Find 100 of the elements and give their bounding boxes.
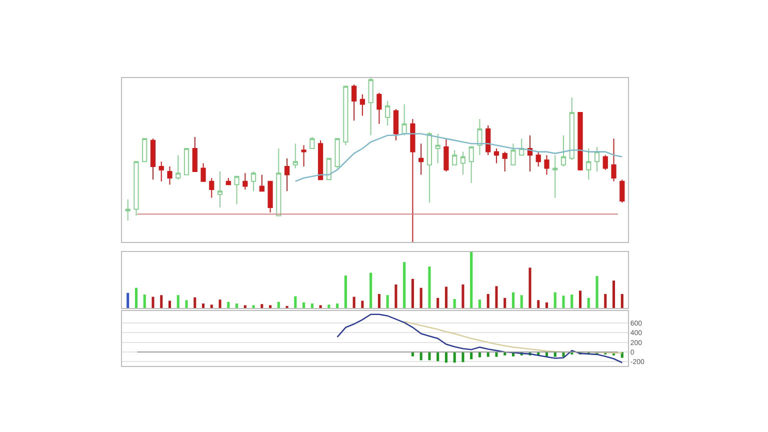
candlestick — [276, 148, 282, 216]
bar — [612, 280, 616, 308]
candlestick — [200, 162, 206, 182]
candlestick — [602, 154, 608, 170]
candlestick — [242, 172, 248, 190]
bar — [386, 295, 389, 308]
candlestick — [494, 148, 500, 164]
line-series — [336, 314, 623, 364]
candlestick — [510, 143, 516, 166]
bar — [478, 300, 481, 308]
bar — [403, 262, 406, 308]
candlestick — [418, 143, 424, 176]
candlestick — [167, 166, 172, 186]
bar — [143, 294, 146, 308]
bar — [277, 302, 280, 308]
candlestick — [250, 170, 256, 192]
bar — [328, 304, 330, 308]
bar — [411, 278, 414, 308]
bar — [520, 295, 523, 308]
bar — [562, 296, 565, 308]
candlestick — [468, 146, 474, 184]
candlestick — [292, 143, 298, 169]
bar — [394, 284, 398, 308]
bar — [236, 304, 238, 308]
candlestick — [385, 100, 390, 126]
bar — [444, 286, 448, 308]
candlestick — [435, 133, 440, 164]
candlestick — [192, 136, 198, 172]
candlestick — [352, 84, 357, 122]
bar — [260, 304, 264, 308]
bar — [453, 299, 456, 308]
candlestick — [376, 92, 382, 124]
candlestick — [560, 134, 566, 168]
bar — [126, 292, 130, 308]
bar — [302, 302, 306, 308]
candlestick — [142, 138, 148, 162]
candlestick — [502, 151, 508, 172]
bar — [470, 252, 473, 308]
candlestick — [519, 138, 524, 156]
candlestick — [393, 108, 398, 141]
candlestick — [402, 104, 407, 136]
candlestick — [460, 151, 466, 176]
bar — [202, 304, 205, 308]
bar — [310, 304, 314, 308]
candlestick — [368, 78, 374, 136]
bar — [134, 288, 138, 308]
bar — [554, 292, 556, 308]
candlestick — [444, 138, 449, 172]
bar — [218, 300, 222, 308]
candlestick — [410, 118, 416, 242]
candlestick — [217, 170, 223, 208]
candlestick — [544, 154, 550, 176]
candlestick — [569, 97, 574, 160]
bar — [176, 295, 180, 308]
candlestick — [134, 161, 139, 216]
candlestick — [552, 154, 558, 198]
candlestick — [527, 134, 533, 172]
bar — [512, 292, 514, 308]
bar — [495, 286, 498, 308]
candlestick — [594, 146, 600, 172]
bar — [336, 304, 339, 308]
candlestick — [360, 94, 365, 116]
candlestick — [477, 118, 482, 156]
candlestick — [284, 158, 290, 192]
bar — [227, 302, 230, 308]
bar — [587, 298, 590, 308]
candlestick — [310, 136, 315, 150]
bar — [160, 295, 163, 308]
bar — [545, 302, 548, 308]
candlestick — [426, 132, 432, 204]
bar — [462, 284, 464, 308]
bar — [269, 305, 272, 308]
bar — [578, 290, 582, 308]
bar — [361, 300, 364, 308]
bar — [210, 304, 213, 308]
bar — [537, 300, 540, 308]
bar — [420, 288, 422, 308]
candlestick — [578, 112, 583, 170]
bar — [194, 297, 196, 308]
bar — [604, 294, 607, 308]
candlestick — [343, 86, 348, 146]
candlestick — [259, 174, 264, 192]
bar — [152, 296, 154, 308]
candlestick — [334, 138, 340, 169]
bar — [378, 294, 380, 308]
bar — [252, 305, 255, 308]
bar — [596, 276, 598, 308]
candlestick — [209, 178, 214, 198]
candlestick — [125, 198, 130, 222]
bar — [436, 298, 440, 308]
candlestick — [586, 148, 592, 180]
candlestick — [158, 161, 164, 182]
candlestick — [150, 138, 156, 180]
bar — [370, 272, 372, 308]
bar — [168, 300, 172, 308]
candlestick — [226, 178, 231, 186]
bar — [528, 268, 532, 308]
candlestick — [301, 144, 306, 168]
bar — [185, 300, 188, 308]
candlestick — [486, 125, 491, 156]
